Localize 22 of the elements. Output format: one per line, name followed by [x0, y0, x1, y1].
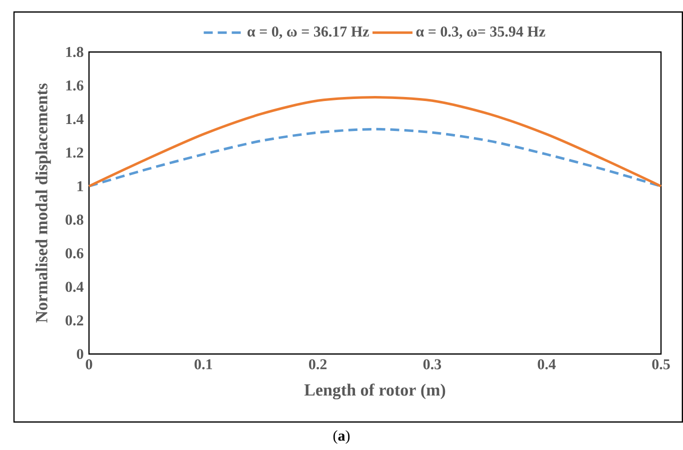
x-tick-label: 0.3	[423, 359, 442, 370]
y-axis-title: Normalised modal displacements	[35, 83, 51, 323]
y-tick-label: 0.4	[66, 282, 84, 292]
line-series	[88, 96, 662, 188]
x-tick-label: 0.5	[652, 359, 670, 370]
y-tick-label: 0.6	[66, 248, 84, 258]
y-tick-label: 0	[76, 348, 84, 360]
y-tick-label: 0.8	[66, 214, 84, 225]
y-tick-label: 1.4	[66, 114, 84, 124]
x-tick-label: 0.4	[538, 359, 556, 370]
text: (a)	[333, 430, 350, 444]
y-tick-label: 1.6	[66, 80, 84, 91]
y-tick-label: 1	[78, 181, 84, 192]
y-tick-label: 1.2	[66, 148, 84, 158]
x-tick-label: 0	[86, 359, 92, 370]
legend-label: α = 0, ω = 36.17 Hz	[248, 26, 369, 39]
y-tick-label: 1.8	[66, 46, 84, 58]
x-axis-title: Length of rotor (m)	[304, 384, 446, 400]
y-tick-label: 0.2	[66, 315, 84, 326]
x-tick-label: 0.1	[194, 359, 212, 370]
x-tick-label: 0.2	[308, 359, 327, 370]
legend-label: α = 0.3, ω= 35.94 Hz	[416, 26, 546, 39]
